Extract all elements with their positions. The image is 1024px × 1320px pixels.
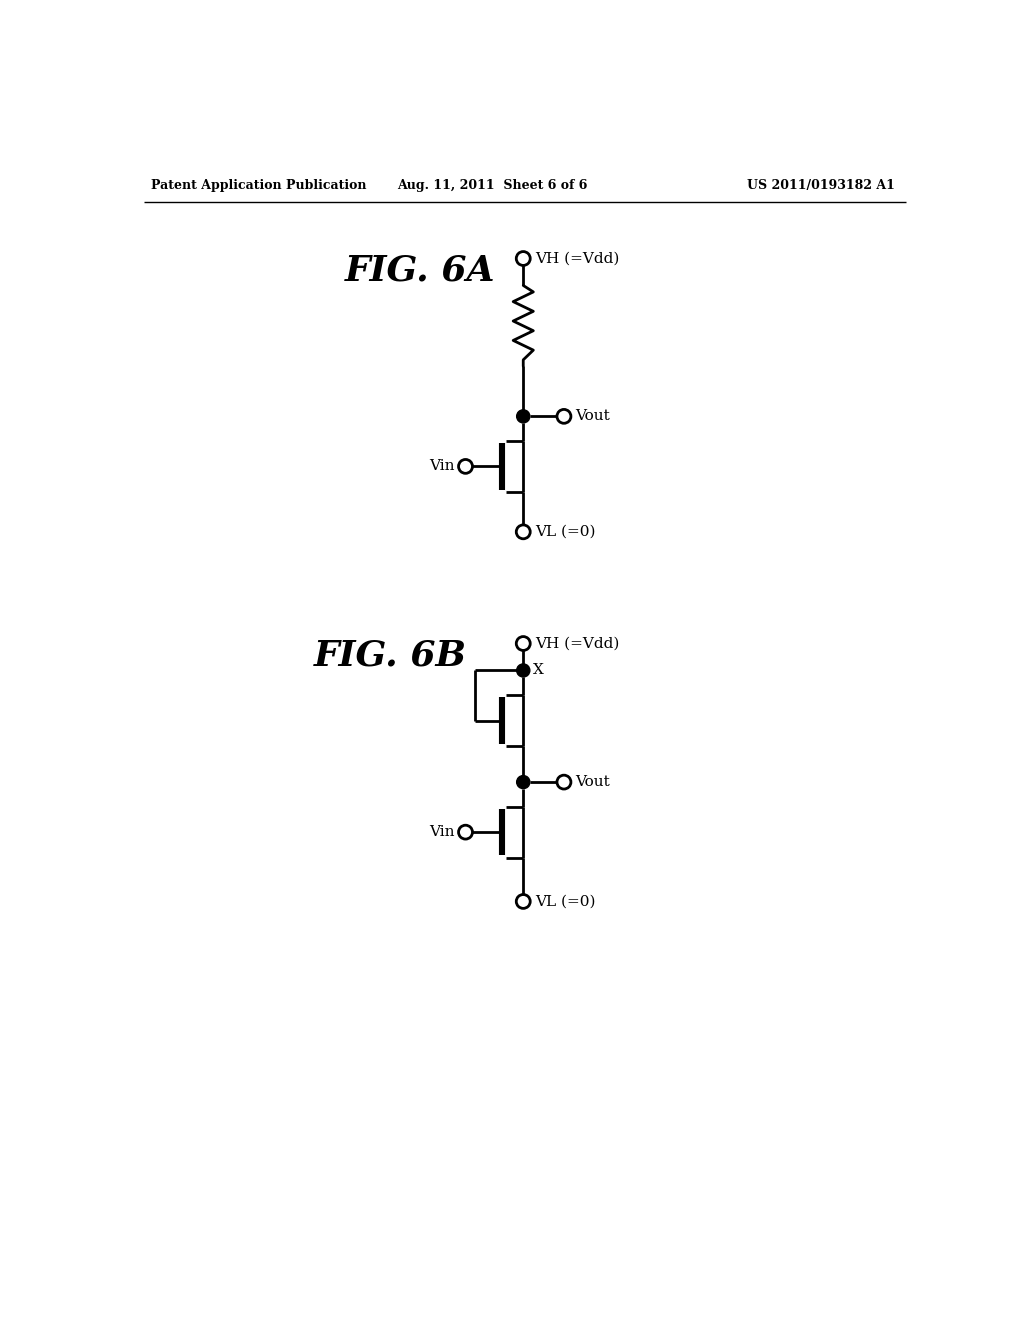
Text: VH (=Vdd): VH (=Vdd) <box>536 252 620 265</box>
Text: VH (=Vdd): VH (=Vdd) <box>536 636 620 651</box>
Text: US 2011/0193182 A1: US 2011/0193182 A1 <box>748 178 895 191</box>
Circle shape <box>517 409 529 422</box>
Text: Vin: Vin <box>429 825 455 840</box>
Text: Patent Application Publication: Patent Application Publication <box>152 178 367 191</box>
Text: Vin: Vin <box>429 459 455 474</box>
Circle shape <box>517 776 529 788</box>
Text: Vout: Vout <box>574 409 609 424</box>
Text: FIG. 6B: FIG. 6B <box>314 638 467 672</box>
Circle shape <box>517 664 529 677</box>
Text: Vout: Vout <box>574 775 609 789</box>
Text: VL (=0): VL (=0) <box>536 525 596 539</box>
Text: VL (=0): VL (=0) <box>536 895 596 908</box>
Text: FIG. 6A: FIG. 6A <box>345 253 496 286</box>
Text: Aug. 11, 2011  Sheet 6 of 6: Aug. 11, 2011 Sheet 6 of 6 <box>397 178 588 191</box>
Text: X: X <box>532 664 544 677</box>
